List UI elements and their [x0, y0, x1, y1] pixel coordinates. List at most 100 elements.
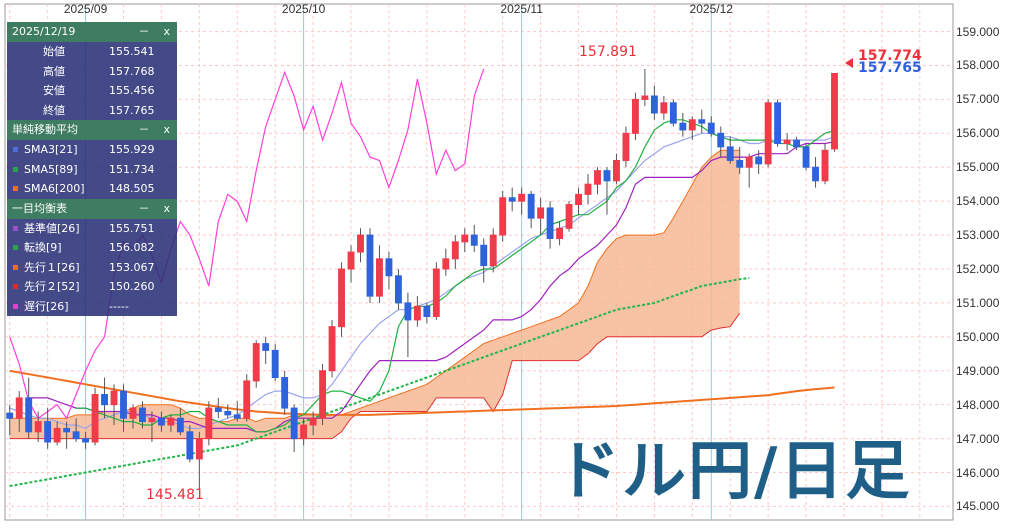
candle-up [252, 343, 260, 382]
candle-up [129, 407, 137, 419]
close-button[interactable]: x [163, 25, 184, 38]
info-row: SMA3[21] 155.929 [7, 140, 177, 160]
sma-header[interactable]: 単純移動平均 －x [7, 120, 177, 140]
sma-minimize-button[interactable]: － [138, 123, 164, 136]
candle-down [139, 407, 146, 423]
info-date: 2025/12/19 [12, 25, 76, 38]
legend-swatch [13, 147, 18, 153]
info-row-open: 始値 155.541 [7, 42, 177, 62]
candle-up [556, 227, 564, 239]
candle-up [641, 95, 649, 100]
minimize-button[interactable]: － [138, 25, 164, 38]
candle-up [91, 394, 99, 443]
y-tick-label: 157.000 [956, 92, 1000, 107]
x-tick-label: 2025/09 [63, 2, 108, 16]
ichimoku-close-button[interactable]: x [163, 201, 184, 215]
candle-up [660, 102, 668, 114]
y-tick-label: 147.000 [956, 431, 1000, 446]
candle-down [793, 139, 801, 148]
candle-down [802, 146, 810, 168]
candle-up [195, 438, 203, 460]
info-row-close: 終値 157.765 [7, 100, 177, 120]
ask-price-label: 157.774 [858, 48, 922, 64]
sma3-line [9, 132, 835, 430]
legend-swatch [13, 186, 18, 192]
candle-down [82, 438, 90, 443]
candle-up [34, 421, 42, 433]
info-row: SMA5[89] 151.734 [7, 159, 177, 179]
low-annotation: 145.481 [146, 487, 204, 503]
legend-swatch [13, 245, 18, 251]
candle-down [281, 377, 289, 409]
info-row-low: 安値 155.456 [7, 81, 177, 101]
candle-down [6, 412, 14, 419]
candle-up [594, 170, 601, 185]
y-tick-label: 146.000 [956, 465, 1000, 480]
bid-price-label: 157.765 [858, 60, 922, 76]
y-tick-label: 149.000 [956, 363, 1000, 378]
candle-down [698, 119, 706, 124]
candle-up [764, 102, 772, 165]
candle-up [622, 132, 630, 161]
candle-up [413, 305, 421, 321]
candle-down [44, 421, 52, 443]
y-tick-label: 151.000 [956, 295, 1000, 310]
candle-up [53, 427, 61, 443]
candle-down [736, 159, 744, 168]
candle-down [224, 410, 232, 416]
candle-up [575, 193, 582, 206]
candle-down [186, 431, 194, 460]
candle-up [451, 241, 459, 260]
info-panel: 2025/12/19 －x 始値 155.541 高値 157.768 安値 155.… [7, 22, 177, 316]
candle-down [707, 122, 715, 134]
candle-up [489, 234, 497, 267]
candle-down [214, 407, 222, 412]
candle-up [319, 370, 327, 419]
candle-down [650, 95, 658, 114]
candle-down [404, 302, 412, 321]
candle-up [461, 234, 469, 243]
y-tick-label: 156.000 [956, 126, 1000, 141]
candle-down [72, 431, 80, 440]
x-tick-label: 2025/12 [689, 2, 733, 16]
ichimoku-header[interactable]: 一目均衡表 －x [7, 198, 177, 219]
chikou-line [9, 68, 485, 420]
info-row: 先行１[26] 153.067 [7, 257, 177, 277]
candle-up [821, 149, 829, 182]
candle-down [290, 407, 298, 440]
candle-down [717, 132, 725, 148]
ichimoku-minimize-button[interactable]: － [138, 201, 164, 215]
candle-up [442, 258, 450, 270]
candle-up [631, 98, 639, 134]
info-row-high: 高値 157.768 [7, 61, 177, 81]
candle-up [205, 407, 213, 440]
candle-down [176, 417, 184, 433]
sma-close-button[interactable]: x [163, 123, 184, 136]
candle-down [262, 343, 270, 351]
candle-down [603, 170, 611, 182]
y-tick-label: 152.000 [956, 262, 1000, 276]
y-tick-label: 148.000 [956, 397, 1000, 412]
info-date-header[interactable]: 2025/12/19 －x [7, 22, 177, 42]
candle-down [63, 427, 71, 433]
candle-up [309, 417, 317, 426]
candle-down [120, 390, 127, 419]
candle-up [432, 268, 440, 317]
candle-down [157, 417, 165, 426]
candle-up [338, 268, 345, 328]
last-price-marker [845, 58, 853, 68]
y-tick-label: 145.000 [956, 499, 1000, 514]
candle-up [347, 251, 355, 270]
candle-down [774, 102, 782, 144]
sma6-line [9, 369, 835, 416]
candle-up [537, 207, 545, 219]
candle-up [499, 197, 507, 236]
sma5-line [9, 277, 750, 488]
y-tick-label: 153.000 [956, 228, 1000, 243]
legend-swatch [13, 264, 18, 270]
candle-up [783, 139, 791, 145]
high-annotation: 157.891 [579, 44, 637, 60]
y-tick-label: 159.000 [956, 24, 1000, 39]
senkou-span-b [9, 312, 741, 440]
candle-up [110, 390, 118, 406]
